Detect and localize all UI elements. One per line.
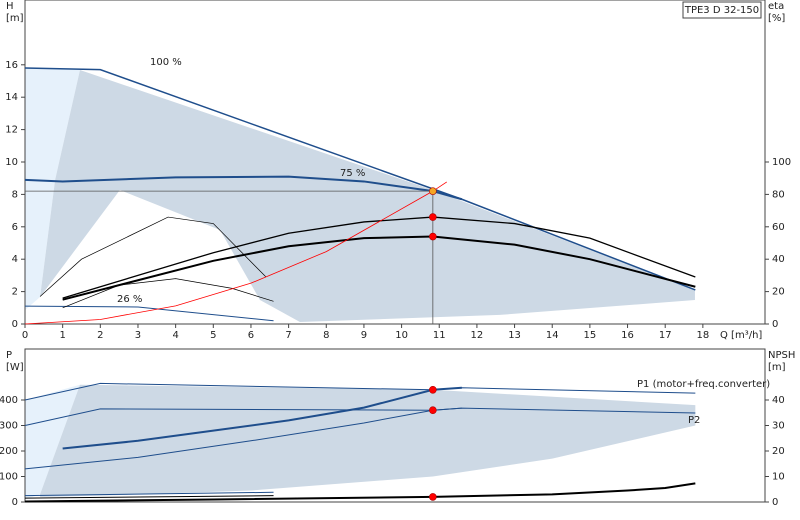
x-tick-label: 6: [248, 330, 254, 341]
x-axis-label: Q [m³/h]: [720, 330, 762, 341]
x-tick-label: 14: [546, 330, 559, 341]
y-tick-label: 0: [12, 319, 18, 330]
curve-label: P2: [688, 415, 700, 426]
y2-tick-label: 0: [772, 319, 778, 330]
y2-tick-label: 60: [772, 222, 785, 233]
y2-tick-label: 80: [772, 189, 785, 200]
x-tick-label: 5: [210, 330, 216, 341]
curve: [24, 407, 462, 470]
x-tick-label: 3: [135, 330, 141, 341]
x-tick-label: 4: [172, 330, 178, 341]
x-tick-label: 8: [323, 330, 329, 341]
title-box: [682, 1, 762, 19]
axis-label: eta: [768, 1, 784, 12]
curve-label: 26 %: [117, 294, 142, 305]
curve: [24, 305, 274, 322]
y-tick-label: 4: [12, 254, 18, 265]
y2-tick-label: 10: [772, 472, 785, 483]
curve-label: P1 (motor+freq.converter): [637, 379, 770, 390]
y-tick-label: 8: [12, 189, 18, 200]
curve: [24, 67, 696, 291]
operating-point: [429, 213, 437, 221]
curve: [62, 235, 696, 301]
y-tick-label: 400: [0, 395, 18, 406]
y-tick-label: 16: [5, 60, 18, 71]
y-tick-label: 200: [0, 446, 18, 457]
axis-label: [m]: [768, 362, 786, 373]
operating-area: [40, 69, 695, 323]
y2-tick-label: 30: [772, 421, 785, 432]
operating-point: [429, 493, 437, 501]
x-tick-label: 16: [621, 330, 634, 341]
x-tick-label: 12: [471, 330, 484, 341]
operating-area: [25, 384, 80, 500]
operating-area: [25, 68, 80, 311]
y-tick-label: 6: [12, 222, 18, 233]
curve: [24, 482, 696, 503]
curve-label: 75 %: [340, 168, 365, 179]
y-tick-label: 100: [0, 472, 18, 483]
x-tick-label: 17: [659, 330, 672, 341]
x-tick-label: 11: [433, 330, 446, 341]
axis-label: [m]: [6, 13, 24, 24]
y-tick-label: 300: [0, 421, 18, 432]
x-tick-label: 0: [22, 330, 28, 341]
curve: [62, 216, 696, 299]
operating-area: [40, 384, 696, 497]
operating-point: [429, 385, 437, 394]
axis-label: [W]: [6, 362, 24, 373]
x-tick-label: 10: [395, 330, 408, 341]
y-tick-label: 10: [5, 157, 18, 168]
x-tick-label: 1: [59, 330, 65, 341]
y-tick-label: 14: [5, 92, 18, 103]
curve: [24, 495, 274, 499]
y2-tick-label: 20: [772, 446, 785, 457]
curve-label: 100 %: [150, 57, 182, 68]
y-tick-label: 12: [5, 125, 18, 136]
y-tick-label: 0: [12, 497, 18, 508]
curve: [24, 491, 274, 497]
operating-point: [429, 406, 437, 415]
x-tick-label: 13: [508, 330, 521, 341]
x-tick-label: 2: [97, 330, 103, 341]
x-tick-label: 18: [696, 330, 709, 341]
operating-point: [429, 187, 437, 195]
y2-tick-label: 40: [772, 254, 785, 265]
y2-tick-label: 20: [772, 287, 785, 298]
axis-label: H: [6, 1, 14, 12]
axis-label: P: [6, 350, 12, 361]
y2-tick-label: 0: [772, 497, 778, 508]
curve: [39, 216, 267, 297]
axis-label: [%]: [768, 13, 785, 24]
x-tick-label: 15: [584, 330, 597, 341]
x-tick-label: 9: [361, 330, 367, 341]
y-tick-label: 2: [12, 287, 18, 298]
y2-tick-label: 100: [772, 157, 791, 168]
x-tick-label: 7: [285, 330, 291, 341]
curve: [62, 278, 274, 309]
operating-point: [429, 232, 437, 241]
y2-tick-label: 40: [772, 395, 785, 406]
chart-title: TPE3 D 32-150: [684, 5, 759, 16]
axis-label: NPSH: [768, 350, 795, 361]
